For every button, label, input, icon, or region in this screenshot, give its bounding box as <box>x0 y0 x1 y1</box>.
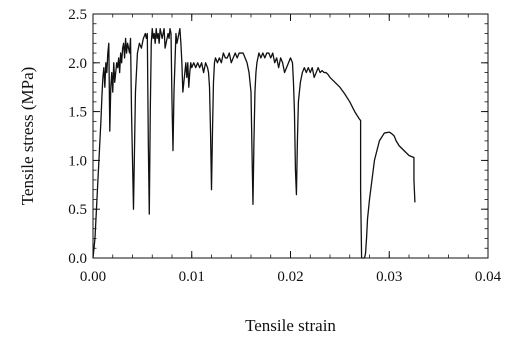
y-tick-label: 0.0 <box>68 251 87 267</box>
plot-frame <box>92 13 489 259</box>
y-tick-label: 1.0 <box>68 153 87 169</box>
x-tick-label: 0.02 <box>277 269 303 285</box>
series-line <box>92 27 416 259</box>
x-tick-label: 0.01 <box>179 269 205 285</box>
x-axis-title: Tensile strain <box>245 316 336 335</box>
x-tick-label: 0.03 <box>376 269 402 285</box>
axes: 0.0 0.5 1.0 1.5 2.0 2.5 0.00 0.01 0.02 0.03 0.04 <box>68 7 501 285</box>
x-tick-label: 0.00 <box>80 269 106 285</box>
y-tick-label: 0.5 <box>68 202 87 218</box>
y-tick-label: 1.5 <box>68 105 87 121</box>
y-tick-label: 2.0 <box>68 56 87 72</box>
y-tick-label: 2.5 <box>68 7 87 23</box>
y-axis-title: Tensile stress (MPa) <box>18 67 37 206</box>
x-tick-label: 0.04 <box>475 269 502 285</box>
series-layer <box>92 27 416 259</box>
